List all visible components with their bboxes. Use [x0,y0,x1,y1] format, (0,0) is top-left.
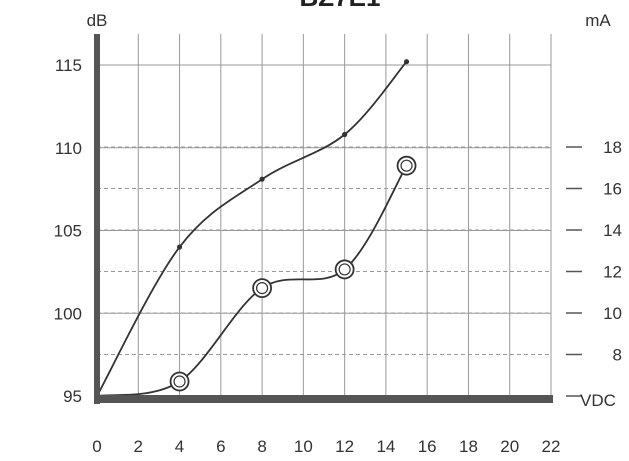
x-tick-label-2: 2 [134,437,143,456]
series-1-point-1 [176,244,183,250]
right-tick-label-18: 18 [603,138,622,157]
left-axis-label: dB [87,11,108,30]
right-tick-label-12: 12 [603,263,622,282]
right-tick-label-8: 8 [613,346,622,365]
left-tick-label-100: 100 [54,304,82,323]
series-1-point-2 [259,176,265,182]
right-tick-label-16: 16 [603,180,622,199]
left-tick-label-95: 95 [63,387,82,406]
gridlines [97,34,582,397]
x-tick-label-0: 0 [92,437,101,456]
left-tick-label-105: 105 [54,222,82,241]
x-tick-label-18: 18 [459,437,478,456]
left-tick-labels: 95 100 105 110 115 [54,56,82,406]
x-tick-label-12: 12 [335,437,354,456]
series-1-point-3 [342,131,348,138]
x-tick-label-20: 20 [500,437,519,456]
series-1-line [96,61,408,397]
left-tick-label-115: 115 [55,56,82,75]
right-axis-label: mA [585,11,611,30]
x-axis-label: VDC [580,391,616,410]
right-tick-labels: 8 10 12 14 16 18 [603,138,622,365]
series-lines [96,59,417,397]
right-tick-label-10: 10 [603,304,622,323]
right-tick-label-14: 14 [603,221,622,240]
x-tick-label-8: 8 [257,437,266,456]
series-2-line [96,165,408,397]
left-tick-label-110: 110 [55,139,82,158]
x-tick-label-14: 14 [376,437,395,456]
chart-title: BZ7E1 [300,0,381,12]
x-tick-label-6: 6 [216,437,225,456]
x-tick-label-10: 10 [294,437,313,456]
series-2-point-4 [396,155,417,176]
series-2-point-3 [334,259,355,280]
series-1-point-4 [403,59,410,65]
bottom-axis-bar [94,395,553,403]
series-2-point-2 [252,278,272,299]
x-tick-labels: 0 2 4 6 8 10 12 14 16 18 20 22 [92,437,560,456]
x-tick-label-22: 22 [542,437,561,456]
left-axis-bar [94,34,100,404]
x-tick-label-16: 16 [418,437,437,456]
series-2-point-1 [169,371,190,392]
x-tick-label-4: 4 [175,437,184,456]
